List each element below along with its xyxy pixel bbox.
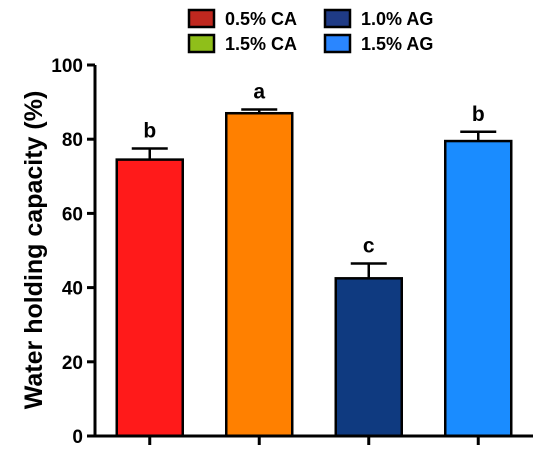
legend: 0.5% CA 1.0% AG 1.5% CA 1.5% AG [187,8,433,54]
legend-label: 0.5% CA [225,9,297,29]
y-axis-title: Water holding capacity (%) [20,91,48,410]
significance-label: c [363,234,375,257]
y-tick-label: 40 [62,279,83,300]
y-tick-label: 100 [51,56,83,77]
y-tick-label: 60 [62,204,83,225]
legend-label: 1.0% AG [361,9,433,29]
legend-swatch [323,8,352,29]
legend-swatch [187,33,216,54]
significance-label: a [253,81,265,104]
significance-label: b [472,103,485,126]
axes [93,65,533,438]
y-axis-ticks: 0 20 40 60 80 100 [51,56,95,448]
bar [115,158,184,438]
bars: b a c b [115,81,513,445]
bar [444,139,513,438]
significance-label: b [143,119,156,142]
y-tick-label: 0 [72,427,83,448]
bar [225,111,294,438]
bar [334,277,403,438]
legend-label: 1.5% AG [361,34,433,54]
y-tick-label: 80 [62,130,83,151]
legend-swatch [323,33,352,54]
legend-swatch [187,8,216,29]
legend-label: 1.5% CA [225,34,297,54]
y-tick-label: 20 [62,353,83,374]
